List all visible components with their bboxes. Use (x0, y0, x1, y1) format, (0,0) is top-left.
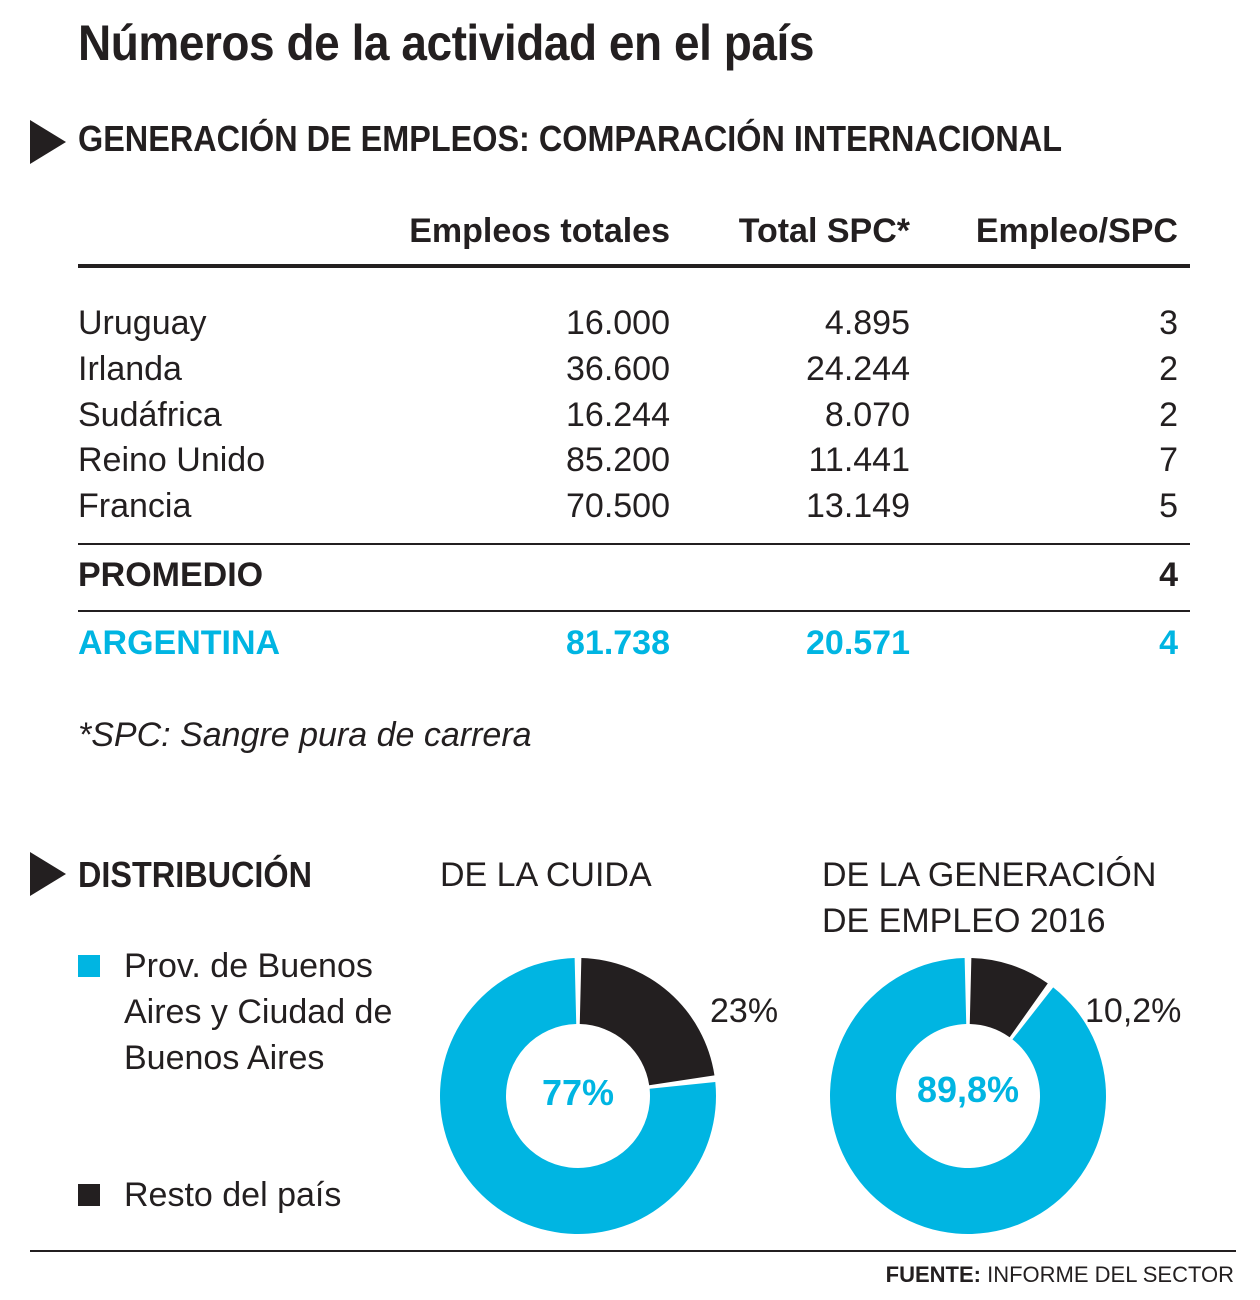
column-header-empleos: Empleos totales (409, 212, 670, 250)
source-label: FUENTE: (885, 1262, 981, 1287)
donut-outer-label-cuida: 23% (710, 992, 779, 1030)
legend-swatch-buenos-aires (78, 955, 100, 977)
table-cell-ratio: 7 (1159, 441, 1178, 479)
donut-chart-cuida (440, 958, 716, 1234)
table-cell-empleos: 70.500 (566, 487, 670, 525)
table-cell-empleos: 16.000 (566, 304, 670, 342)
table-cell-ratio: 3 (1159, 304, 1178, 342)
chart-title-cuida: DE LA CUIDA (440, 856, 652, 894)
chart-title-generacion: DE LA GENERACIÓN DE EMPLEO 2016 (822, 856, 1157, 940)
table-header-rule (78, 264, 1190, 268)
page-title: Números de la actividad en el país (78, 15, 814, 71)
legend-label-resto: Resto del país (124, 1176, 342, 1214)
footer-rule (30, 1250, 1236, 1252)
promedio-rule (78, 543, 1190, 545)
distribution-heading: DISTRIBUCIÓN (78, 854, 312, 895)
table-cell-empleos: 85.200 (566, 441, 670, 479)
table-cell-country: Sudáfrica (78, 396, 222, 434)
argentina-ratio: 4 (1159, 624, 1178, 662)
argentina-rule (78, 610, 1190, 612)
table-cell-country: Uruguay (78, 304, 207, 342)
footnote: *SPC: Sangre pura de carrera (78, 716, 532, 754)
argentina-label: ARGENTINA (78, 624, 281, 662)
donut-outer-label-generacion: 10,2% (1085, 992, 1182, 1030)
source-credit: FUENTE: INFORME DEL SECTOR (886, 1262, 1234, 1288)
legend-label-buenos-aires: Prov. de Buenos Aires y Ciudad de Buenos… (124, 947, 393, 1077)
donut-center-label-generacion: 89,8% (916, 1069, 1020, 1110)
argentina-spc: 20.571 (806, 624, 910, 662)
table-cell-empleos: 16.244 (566, 396, 670, 434)
donut-slice-buenos-aires (440, 958, 716, 1234)
table-cell-empleos: 36.600 (566, 350, 670, 388)
table-cell-country: Irlanda (78, 350, 182, 388)
column-header-spc: Total SPC* (738, 212, 910, 250)
table-cell-ratio: 2 (1159, 396, 1178, 434)
donut-center-label-cuida: 77% (541, 1072, 615, 1113)
column-header-ratio: Empleo/SPC (975, 212, 1178, 250)
table-cell-spc: 8.070 (824, 396, 910, 434)
argentina-empleos: 81.738 (566, 624, 670, 662)
donut-slice-resto (969, 958, 1048, 1038)
promedio-ratio: 4 (1159, 556, 1178, 594)
donut-slice-buenos-aires (830, 958, 1106, 1234)
table-cell-country: Reino Unido (78, 441, 266, 479)
donut-chart-generacion (830, 958, 1106, 1234)
table-cell-ratio: 2 (1159, 350, 1178, 388)
table-cell-spc: 13.149 (806, 487, 910, 525)
table-section-heading: GENERACIÓN DE EMPLEOS: COMPARACIÓN INTER… (78, 118, 1063, 159)
legend-swatch-resto (78, 1184, 100, 1206)
table-cell-country: Francia (78, 487, 192, 525)
donut-slice-resto (579, 958, 715, 1086)
section-arrow-icon (30, 120, 66, 164)
table-cell-spc: 4.895 (824, 304, 910, 342)
source-text: INFORME DEL SECTOR (987, 1262, 1234, 1287)
section-arrow-icon (30, 852, 66, 896)
table-cell-spc: 24.244 (806, 350, 910, 388)
table-cell-spc: 11.441 (808, 441, 910, 479)
promedio-label: PROMEDIO (78, 556, 264, 594)
table-cell-ratio: 5 (1159, 487, 1178, 525)
